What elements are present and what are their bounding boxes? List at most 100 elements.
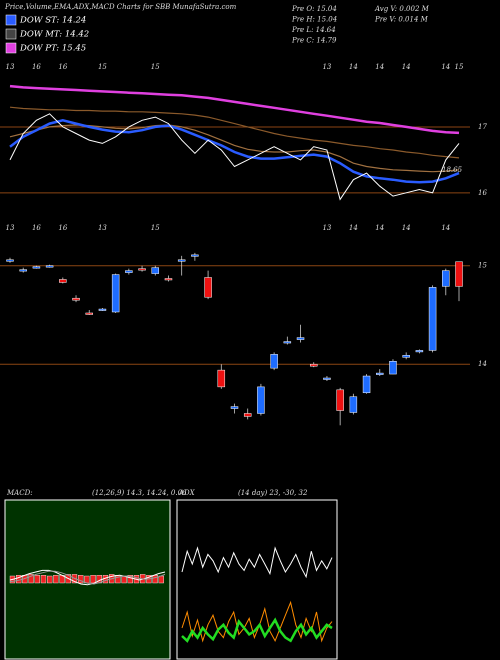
- histogram-bar: [77, 575, 84, 584]
- x-tick-label: 14: [349, 224, 358, 232]
- legend-swatch: [5, 28, 17, 40]
- series-line: [9, 119, 460, 184]
- series-line: [9, 106, 460, 159]
- candle-body: [217, 369, 226, 388]
- candle-body: [349, 396, 358, 413]
- x-tick-label: 13: [98, 224, 107, 232]
- x-tick-label: 13: [322, 63, 331, 71]
- candle-body: [389, 361, 397, 375]
- stat-label: Pre L: 14.64: [291, 26, 336, 34]
- histogram-bar: [47, 575, 53, 584]
- series-line: [9, 569, 166, 586]
- panel-params: (14 day) 23, -30, 32: [238, 489, 308, 497]
- series-line: [181, 600, 333, 643]
- x-tick-label: 15: [455, 63, 464, 71]
- candle-body: [243, 413, 252, 417]
- candle-body: [164, 278, 173, 281]
- y-tick-label: 14: [478, 360, 487, 368]
- histogram-bar: [53, 575, 59, 584]
- candle-body: [323, 377, 331, 380]
- y-tick-label: 16: [478, 189, 487, 197]
- x-tick-label: 16: [32, 63, 41, 71]
- annotation: 18.65: [442, 166, 463, 174]
- legend-label: DOW MT: 14.42: [19, 30, 89, 40]
- x-tick-label: 16: [58, 63, 67, 71]
- candle-body: [32, 266, 41, 269]
- stat-label: Pre O: 15.04: [291, 5, 337, 13]
- stat-label: Avg V: 0.002 M: [374, 5, 430, 13]
- y-tick-label: 15: [478, 262, 487, 270]
- panel-label: MACD:: [6, 489, 33, 497]
- histogram-bar: [158, 575, 164, 584]
- histogram-bar: [34, 575, 40, 584]
- candle-body: [191, 254, 199, 257]
- legend-label: DOW ST: 14.24: [19, 16, 86, 26]
- series-line: [9, 113, 460, 201]
- histogram-bar: [40, 575, 47, 584]
- x-tick-label: 14: [349, 63, 358, 71]
- legend-swatch: [5, 14, 17, 26]
- stat-label: Pre H: 15.04: [291, 16, 337, 24]
- page-title: Price,Volume,EMA,ADX,MACD Charts for SBB…: [4, 3, 237, 11]
- histogram-bar: [16, 575, 22, 584]
- x-tick-label: 14: [441, 63, 450, 71]
- legend-swatch: [5, 42, 17, 54]
- candle-body: [125, 270, 133, 273]
- x-tick-label: 13: [6, 224, 15, 232]
- x-tick-label: 15: [98, 63, 107, 71]
- candle-body: [376, 372, 384, 375]
- x-tick-label: 14: [402, 63, 411, 71]
- x-tick-label: 14: [441, 224, 450, 232]
- x-tick-label: 14: [375, 63, 384, 71]
- candle-body: [111, 274, 120, 313]
- legend-label: DOW PT: 15.45: [19, 44, 86, 54]
- candle-body: [85, 312, 93, 315]
- candle-body: [6, 259, 14, 262]
- panel-label: ADX: [178, 489, 196, 497]
- candle-body: [151, 267, 160, 274]
- candle-body: [442, 270, 450, 287]
- x-tick-label: 15: [151, 224, 160, 232]
- candle-body: [336, 389, 344, 411]
- stat-label: Pre C: 14.79: [291, 37, 337, 45]
- candle-body: [98, 308, 107, 311]
- histogram-bar: [152, 575, 158, 584]
- histogram-bar: [28, 574, 34, 584]
- stat-label: Pre V: 0.014 M: [374, 16, 429, 24]
- candle-body: [309, 363, 318, 367]
- candle-body: [415, 350, 424, 353]
- candle-body: [428, 287, 437, 351]
- candle-body: [230, 406, 239, 409]
- x-tick-label: 15: [151, 63, 160, 71]
- candle-body: [455, 261, 463, 287]
- candle-body: [177, 259, 186, 262]
- x-tick-label: 13: [322, 224, 331, 232]
- x-tick-label: 13: [6, 63, 15, 71]
- candle-body: [402, 355, 410, 358]
- candle-body: [204, 277, 212, 298]
- candle-body: [138, 268, 146, 271]
- candle-body: [283, 341, 292, 344]
- x-tick-label: 14: [402, 224, 411, 232]
- histogram-bar: [90, 575, 96, 584]
- candle-body: [72, 297, 80, 301]
- panel-params: (12,26,9) 14.3, 14.24, 0.06: [92, 489, 187, 497]
- candle-body: [257, 386, 265, 414]
- candle-body: [362, 375, 371, 394]
- candle-body: [296, 337, 305, 340]
- x-tick-label: 16: [58, 224, 67, 232]
- candle-body: [19, 269, 27, 272]
- series-line: [181, 546, 333, 579]
- series-line: [9, 570, 166, 585]
- x-tick-label: 16: [32, 224, 41, 232]
- histogram-bar: [127, 575, 133, 584]
- series-line: [9, 84, 460, 135]
- candle-body: [45, 265, 54, 268]
- series-line: [181, 617, 333, 643]
- candle-body: [59, 279, 67, 283]
- y-tick-label: 17: [478, 123, 487, 131]
- x-tick-label: 14: [375, 224, 384, 232]
- candle-body: [270, 354, 278, 369]
